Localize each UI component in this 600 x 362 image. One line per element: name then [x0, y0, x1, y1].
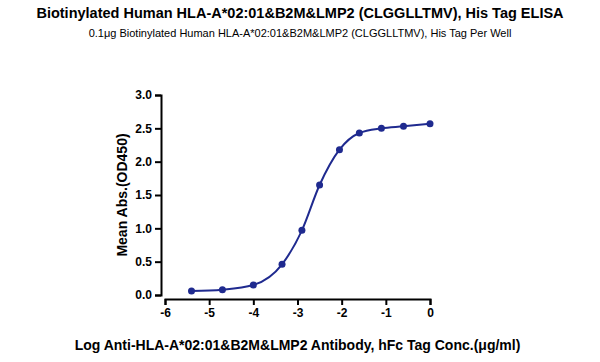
y-tick: 0.0: [135, 288, 161, 302]
data-point: [378, 125, 385, 132]
x-tick: -1: [381, 299, 392, 320]
x-tick-mark: [165, 299, 167, 305]
x-tick: -3: [293, 299, 304, 320]
data-point: [356, 130, 363, 137]
data-point: [188, 288, 195, 295]
y-tick-mark: [155, 128, 161, 130]
data-point: [219, 286, 226, 293]
x-tick-label: -4: [248, 306, 259, 320]
x-tick-label: -3: [293, 306, 304, 320]
x-tick: -4: [248, 299, 259, 320]
x-tick-mark: [297, 299, 299, 305]
y-tick-label: 1.5: [135, 188, 152, 202]
data-point: [336, 146, 343, 153]
x-tick-mark: [209, 299, 211, 305]
data-point: [250, 282, 257, 289]
title: Biotinylated Human HLA-A*02:01&B2M&LMP2 …: [36, 5, 564, 21]
data-point: [316, 182, 323, 189]
y-tick-mark: [155, 261, 161, 263]
y-tick: 0.5: [135, 255, 161, 269]
y-tick-mark: [155, 195, 161, 197]
data-point: [298, 227, 305, 234]
x-tick-label: -6: [160, 306, 171, 320]
x-tick: -5: [204, 299, 215, 320]
x-tick: -6: [160, 299, 171, 320]
y-tick: 2.5: [135, 122, 161, 136]
y-axis-title: Mean Abs.(OD450): [114, 133, 130, 256]
plot-area: [188, 120, 434, 294]
y-tick-mark: [155, 295, 161, 297]
x-tick-label: 0: [427, 306, 434, 320]
chart: Biotinylated Human HLA-A*02:01&B2M&LMP2 …: [0, 0, 600, 362]
x-tick-mark: [253, 299, 255, 305]
x-tick: -2: [337, 299, 348, 320]
y-tick-label: 2.0: [135, 155, 152, 169]
subtitle: 0.1μg Biotinylated Human HLA-A*02:01&B2M…: [89, 27, 512, 39]
x-tick-mark: [430, 299, 432, 305]
data-point: [427, 120, 434, 127]
x-tick-label: -2: [337, 306, 348, 320]
x-tick-label: -5: [204, 306, 215, 320]
x-tick: 0: [427, 299, 434, 320]
y-tick-label: 0.0: [135, 288, 152, 302]
x-axis-line: [166, 300, 431, 306]
y-tick: 1.0: [135, 222, 161, 236]
y-tick: 2.0: [135, 155, 161, 169]
x-axis: -6 -5 -4 -3 -2 -1 0: [160, 299, 434, 320]
y-tick-label: 1.0: [135, 222, 152, 236]
y-axis: 0.0 0.5 1.0 1.5 2.0 2.5 3.0: [135, 88, 161, 302]
y-tick-mark: [155, 228, 161, 230]
y-tick: 1.5: [135, 188, 161, 202]
y-tick-label: 3.0: [135, 88, 152, 102]
data-point: [400, 123, 407, 130]
y-tick-label: 2.5: [135, 122, 152, 136]
data-point: [279, 261, 286, 268]
x-tick-mark: [341, 299, 343, 305]
y-tick-mark: [155, 161, 161, 163]
series-line: [192, 124, 431, 291]
y-axis-line: [155, 96, 162, 296]
y-tick-mark: [155, 95, 161, 97]
x-tick-mark: [385, 299, 387, 305]
x-axis-title: Log Anti-HLA-A*02:01&B2M&LMP2 Antibody, …: [75, 337, 521, 353]
x-tick-label: -1: [381, 306, 392, 320]
y-tick-label: 0.5: [135, 255, 152, 269]
y-tick: 3.0: [135, 88, 161, 102]
